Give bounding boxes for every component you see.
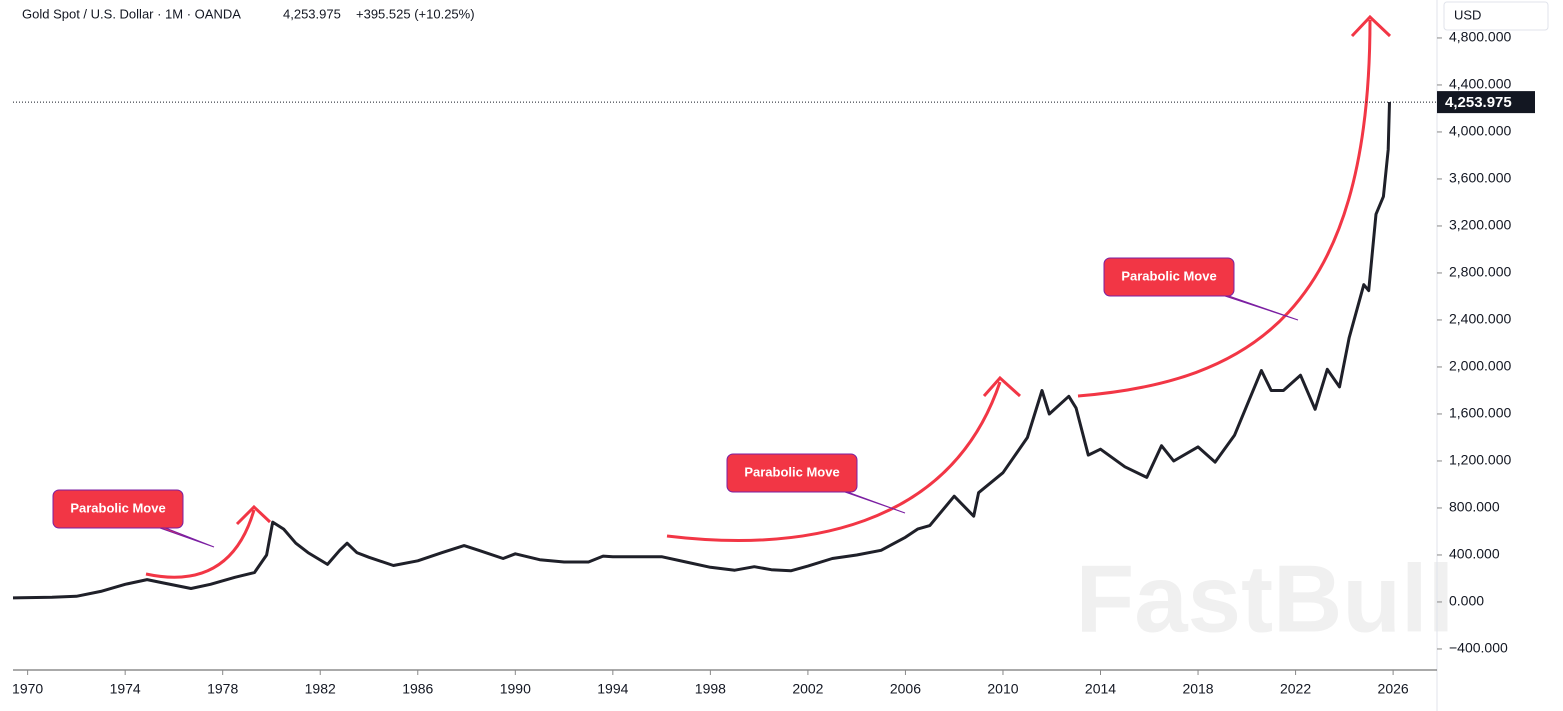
callout-box bbox=[52, 489, 184, 529]
y-tick-label: 2,000.000 bbox=[1449, 358, 1511, 374]
chart-title: Gold Spot / U.S. Dollar · 1M · OANDA bbox=[22, 6, 241, 21]
x-tick-label: 1998 bbox=[695, 681, 726, 697]
x-tick-label: 1986 bbox=[402, 681, 433, 697]
y-tick-label: 4,400.000 bbox=[1449, 76, 1511, 92]
price-change: +395.525 (+10.25%) bbox=[356, 6, 475, 21]
x-tick-label: 1994 bbox=[597, 681, 628, 697]
watermark: FastBull bbox=[1076, 545, 1455, 652]
arrows bbox=[145, 14, 1392, 579]
y-tick-label: 4,000.000 bbox=[1449, 123, 1511, 139]
last-price-header: 4,253.975 bbox=[283, 6, 341, 21]
y-tick-label: 1,600.000 bbox=[1449, 405, 1511, 421]
arrow bbox=[145, 504, 272, 579]
x-tick-label: 2006 bbox=[890, 681, 921, 697]
callout-text: Parabolic Move bbox=[1121, 268, 1216, 283]
y-tick-label: 2,400.000 bbox=[1449, 311, 1511, 327]
x-tick-label: 1990 bbox=[500, 681, 531, 697]
y-tick-label: 400.000 bbox=[1449, 546, 1500, 562]
x-tick-label: 1970 bbox=[12, 681, 43, 697]
callout-text: Parabolic Move bbox=[70, 500, 165, 515]
x-tick-label: 2026 bbox=[1378, 681, 1409, 697]
x-tick-label: 1978 bbox=[207, 681, 238, 697]
last-price-label: 4,253.975 bbox=[1445, 94, 1512, 111]
x-tick-label: 2002 bbox=[792, 681, 823, 697]
y-tick-label: 3,600.000 bbox=[1449, 170, 1511, 186]
arrow bbox=[1077, 14, 1392, 398]
currency-box[interactable] bbox=[1443, 1, 1549, 31]
y-tick-label: 4,800.000 bbox=[1449, 29, 1511, 45]
arrow bbox=[666, 375, 1022, 542]
callout-box bbox=[726, 453, 858, 493]
x-tick-label: 2018 bbox=[1182, 681, 1213, 697]
x-tick-label: 1982 bbox=[305, 681, 336, 697]
callout-box bbox=[1103, 257, 1235, 297]
callout-text: Parabolic Move bbox=[744, 464, 839, 479]
y-tick-label: 800.000 bbox=[1449, 499, 1500, 515]
callout: Parabolic Move bbox=[1103, 257, 1299, 321]
x-tick-label: 2010 bbox=[987, 681, 1018, 697]
last-price-box bbox=[1437, 91, 1535, 114]
y-tick-label: 1,200.000 bbox=[1449, 452, 1511, 468]
callout: Parabolic Move bbox=[52, 489, 215, 548]
currency-label[interactable]: USD bbox=[1454, 7, 1481, 22]
x-tick-label: 1974 bbox=[110, 681, 141, 697]
y-tick-label: 2,800.000 bbox=[1449, 264, 1511, 280]
y-tick-label: 3,200.000 bbox=[1449, 217, 1511, 233]
callout: Parabolic Move bbox=[726, 453, 906, 514]
price-line bbox=[12, 102, 1391, 600]
x-tick-label: 2022 bbox=[1280, 681, 1311, 697]
y-tick-label: 0.000 bbox=[1449, 593, 1484, 609]
x-tick-label: 2014 bbox=[1085, 681, 1116, 697]
y-tick-label: −400.000 bbox=[1449, 640, 1508, 656]
